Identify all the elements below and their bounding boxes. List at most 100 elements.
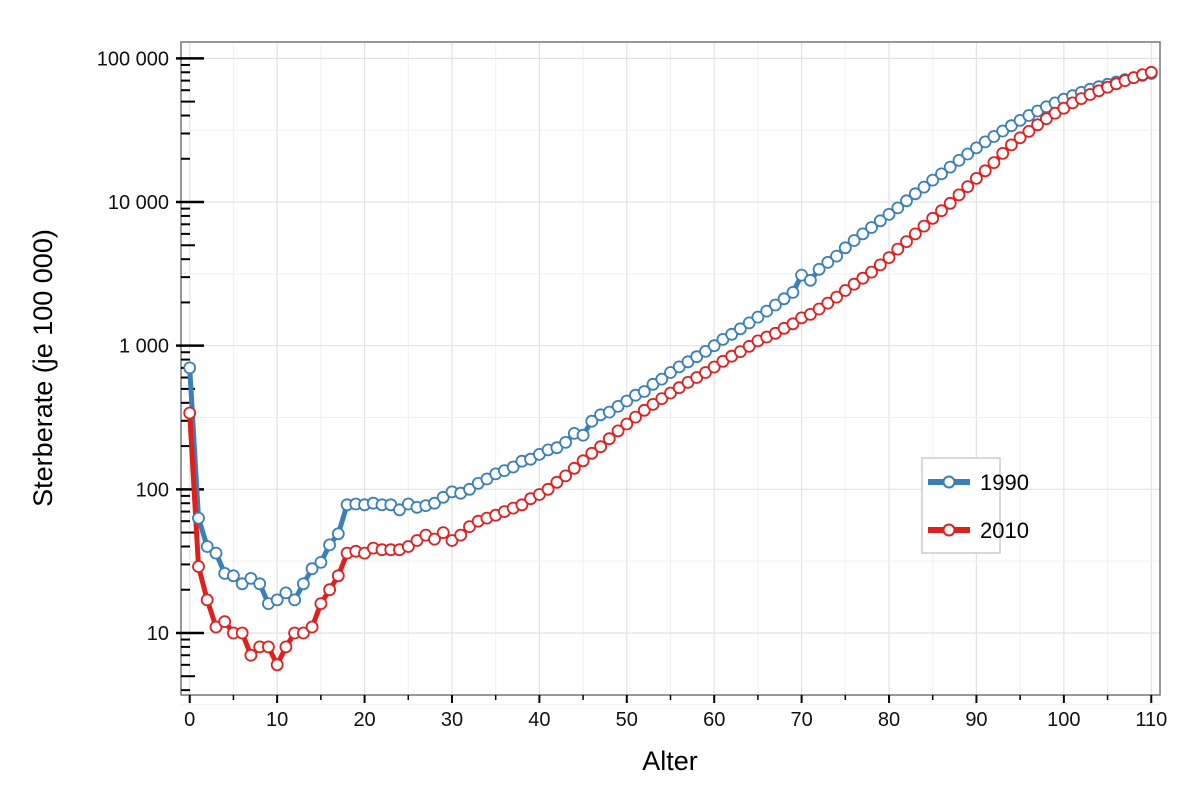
data-point	[331, 569, 345, 583]
data-point	[559, 469, 572, 483]
data-point	[279, 640, 293, 654]
data-point	[970, 141, 983, 155]
data-point	[620, 394, 634, 408]
x-tick-label: 30	[441, 709, 463, 731]
data-point	[235, 626, 249, 640]
data-point	[891, 201, 905, 215]
data-point	[882, 207, 896, 221]
legend-box	[921, 457, 1001, 554]
data-point	[1031, 118, 1044, 132]
grid	[181, 42, 1160, 706]
data-point	[576, 428, 590, 442]
legend-label-1990: 1990	[980, 470, 1029, 495]
data-point	[270, 593, 284, 607]
data-point	[865, 265, 878, 279]
x-tick-label: 40	[528, 709, 550, 731]
y-tick-label: 100 000	[97, 48, 169, 70]
data-point	[209, 546, 223, 560]
x-tick-label: 90	[965, 709, 987, 731]
data-point	[952, 188, 966, 202]
data-point	[253, 577, 267, 591]
data-point	[296, 577, 310, 591]
data-point	[961, 180, 975, 194]
data-point	[270, 658, 284, 672]
x-tick-label: 0	[184, 709, 195, 731]
data-point	[393, 503, 406, 517]
data-point	[602, 432, 616, 446]
data-point	[847, 277, 861, 291]
x-tick-label: 20	[353, 709, 375, 731]
data-point	[926, 211, 940, 225]
data-point	[935, 204, 948, 218]
data-point	[996, 146, 1010, 160]
data-point	[856, 227, 870, 241]
data-point	[830, 249, 843, 263]
data-point	[1022, 124, 1036, 138]
data-point	[611, 424, 625, 438]
data-point	[707, 339, 721, 353]
data-point	[629, 410, 642, 424]
legend-key-marker-1990	[942, 475, 956, 489]
data-point	[917, 180, 931, 194]
data-point	[908, 227, 922, 241]
data-point	[1005, 138, 1018, 152]
data-point	[943, 196, 957, 210]
data-point	[786, 317, 800, 331]
data-point	[454, 528, 468, 542]
data-point	[314, 556, 328, 569]
data-point	[760, 304, 774, 318]
data-point	[559, 435, 572, 449]
data-point	[620, 417, 634, 431]
data-point	[655, 392, 669, 406]
data-point	[804, 273, 817, 287]
data-point	[585, 414, 599, 428]
data-point	[550, 475, 564, 489]
y-axis-title: Sterberate (je 100 000)	[28, 229, 58, 507]
data-point	[655, 372, 669, 386]
data-point	[847, 234, 861, 247]
data-point	[751, 310, 765, 324]
x-tick-label: 10	[266, 709, 288, 731]
data-point	[961, 147, 975, 161]
data-point	[428, 532, 441, 546]
y-tick-label: 100	[136, 479, 169, 501]
data-point	[305, 620, 319, 634]
data-point	[244, 648, 258, 662]
data-point	[900, 194, 913, 208]
data-point	[873, 214, 887, 228]
data-point	[777, 292, 791, 306]
y-axis: 10 100 1 000 10 000 100 000	[97, 48, 204, 692]
data-point	[218, 615, 232, 628]
data-point	[288, 593, 302, 607]
data-point	[900, 235, 913, 249]
x-tick-label: 70	[790, 709, 812, 731]
data-point	[769, 298, 782, 312]
data-point	[873, 258, 887, 272]
legend: 1990 2010	[921, 457, 1029, 554]
data-point	[821, 296, 835, 310]
y-tick-label: 10 000	[108, 192, 169, 214]
data-point	[646, 397, 660, 411]
data-point	[664, 366, 677, 379]
data-point	[917, 219, 931, 233]
data-point	[428, 496, 441, 510]
data-point	[821, 255, 835, 269]
data-point	[314, 597, 328, 610]
data-point	[1013, 131, 1027, 145]
data-point	[541, 482, 555, 496]
data-point	[865, 221, 878, 234]
data-point	[742, 316, 756, 330]
x-tick-label: 50	[616, 709, 638, 731]
data-point	[856, 271, 870, 285]
data-point	[838, 241, 852, 255]
data-point	[183, 361, 197, 375]
data-point	[987, 156, 1001, 170]
data-point	[1144, 65, 1158, 79]
data-point	[585, 446, 599, 460]
series-layer	[183, 65, 1158, 672]
x-tick-label: 110	[1135, 709, 1167, 731]
data-point	[463, 482, 476, 496]
data-point	[261, 640, 275, 654]
x-axis-title: Alter	[642, 746, 698, 776]
